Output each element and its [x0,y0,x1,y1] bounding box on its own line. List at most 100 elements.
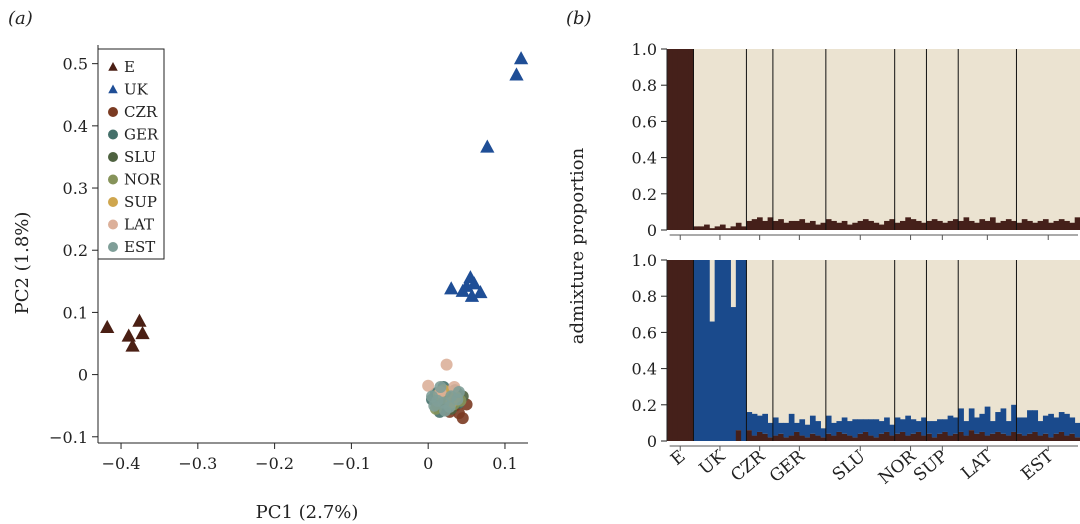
pca-y-tick-label: 0.3 [63,179,88,198]
admixture-bar-e [698,226,705,230]
admixture-bar-uk [915,421,922,432]
admixture-bar-uk [714,260,721,441]
pca-point-e [121,328,136,342]
admixture-bar-uk [894,417,901,434]
pca-y-tick-label: 0.1 [63,303,88,322]
admixture-bar-uk [783,422,790,438]
admixture-bar-e [762,220,769,230]
admixture-bar-e [677,49,684,230]
admixture-bar-e [905,435,911,441]
admixture-bar-e [979,219,986,230]
admixture-bar-uk [884,417,890,432]
admixture-y-tick-label: 0.4 [632,149,657,168]
admixture-bar-e [809,220,816,230]
admixture-bar-e [825,433,832,441]
admixture-bar-e [762,433,769,441]
panel-b-label: (b) [566,8,592,29]
pca-x-tick-label: −0.4 [102,454,141,473]
admixture-bar-e [730,226,737,230]
pca-legend-marker [108,219,118,230]
population-label: UK [696,446,730,479]
admixture-bar-uk [910,419,917,434]
admixture-bar-uk [937,419,943,434]
pca-legend-label: GER [124,126,159,144]
pca-legend-label: EST [124,238,155,256]
population-label: E [667,447,689,470]
admixture-bar-e [884,220,890,230]
admixture-bar-e [693,226,700,230]
admixture-bar-uk [841,417,848,434]
admixture-bar-e [947,220,954,230]
admixture-bar-e [1032,222,1039,230]
admixture-bar-e [815,224,821,230]
pca-legend-marker [108,152,118,162]
admixture-bar-e [926,433,933,441]
pca-y-ticks: −0.1 0 0.1 0.2 0.3 0.4 0.5 [49,55,98,447]
admixture-bar-e [910,219,917,230]
population-label: GER [766,446,809,487]
admixture-bar-uk [963,421,970,436]
admixture-bar-uk [831,422,837,436]
admixture-bar-e [778,433,784,441]
admixture-bar-e [799,219,806,230]
pca-legend: E UK CZR GER SLU NOR SUP LAT EST [97,48,165,260]
admixture-bar-e [746,220,753,230]
admixture-bar-e [873,222,880,230]
admixture-bar-uk [772,417,779,436]
admixture-bar-e [857,433,864,441]
admixture-bar-e [1000,433,1007,441]
admixture-bar-uk [905,415,911,436]
admixture-bar-uk [825,415,832,434]
pca-point-uk [467,276,482,290]
admixture-y-ticks: 0 0.2 0.4 0.6 0.8 1.0 0 0.2 0.4 0.6 0.8 1.0 [632,40,667,451]
admixture-bar-e [952,219,959,230]
admixture-bar-e [820,437,827,441]
admixture-bar-e [899,220,906,230]
admixture-bar-e [1042,433,1049,441]
admixture-bar-uk [862,419,869,432]
admixture-bar-uk [952,417,959,434]
pca-x-axis-label: PC1 (2.7%) [256,502,359,523]
admixture-bar-e [815,435,821,441]
admixture-bar-e [968,430,975,441]
admixture-bar-e [1011,431,1017,441]
admixture-bar-uk [921,417,927,436]
pca-point-uk [444,281,459,295]
admixture-bar-e [1037,435,1044,441]
admixture-bar-e [915,431,922,441]
admixture-bar-e [794,431,800,441]
admixture-bar-e [1021,435,1028,441]
admixture-bar-e [873,437,880,441]
admixture-bar-e [1053,220,1060,230]
admixture-bar-uk [778,422,784,434]
pca-legend-marker [108,174,118,185]
admixture-bar-uk [751,413,758,436]
pca-x-ticks: −0.4 −0.3 −0.2 −0.1 0 0.1 [102,443,518,473]
pca-legend-label: SUP [124,193,157,211]
admixture-bar-uk [693,260,700,441]
admixture-bar-e [868,435,874,441]
pca-y-tick-label: 0.4 [63,117,88,136]
admixture-bar-uk [873,419,880,438]
pca-legend-label: E [124,58,135,76]
admixture-bar-e [905,217,911,230]
pca-x-tick-label: 0.1 [492,454,517,473]
admixture-top-panel [666,49,1080,240]
admixture-bar-e [794,220,800,230]
admixture-bar-uk [788,413,795,436]
admixture-bar-e [984,435,991,441]
admixture-y-tick-label: 0.6 [632,112,657,131]
admixture-bar-uk [1074,422,1080,438]
admixture-bar-uk [799,419,806,436]
pca-legend-marker [108,197,118,207]
admixture-bar-e [984,220,991,230]
admixture-bar-e [682,260,689,441]
admixture-bar-e [714,226,721,230]
admixture-bar-uk [725,260,731,441]
admixture-bar-e [847,224,853,230]
population-label: SLU [829,447,870,486]
admixture-bar-e [1005,219,1012,230]
admixture-bar-uk [794,422,800,432]
pca-point-uk [473,285,488,299]
admixture-bar-e [899,431,906,441]
